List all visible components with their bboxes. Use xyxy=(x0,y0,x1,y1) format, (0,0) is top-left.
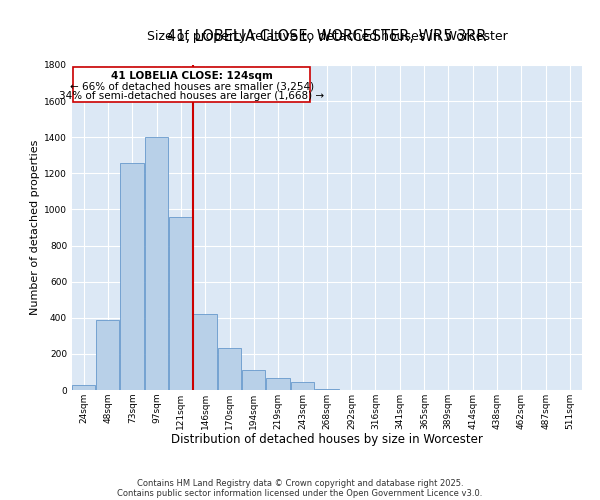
Bar xyxy=(121,162,145,390)
FancyBboxPatch shape xyxy=(73,67,310,102)
Text: 41, LOBELIA CLOSE, WORCESTER, WR5 3RR: 41, LOBELIA CLOSE, WORCESTER, WR5 3RR xyxy=(167,29,487,44)
Y-axis label: Number of detached properties: Number of detached properties xyxy=(30,140,40,315)
Bar xyxy=(193,314,217,390)
Text: 34% of semi-detached houses are larger (1,668) →: 34% of semi-detached houses are larger (… xyxy=(59,92,324,102)
Bar xyxy=(218,348,241,390)
Bar xyxy=(242,370,265,390)
Text: Contains HM Land Registry data © Crown copyright and database right 2025.: Contains HM Land Registry data © Crown c… xyxy=(137,478,463,488)
Bar xyxy=(145,137,169,390)
Bar xyxy=(97,320,119,390)
X-axis label: Distribution of detached houses by size in Worcester: Distribution of detached houses by size … xyxy=(171,434,483,446)
Bar xyxy=(169,216,192,390)
Title: Size of property relative to detached houses in Worcester: Size of property relative to detached ho… xyxy=(146,30,508,43)
Bar xyxy=(315,389,339,390)
Bar xyxy=(266,378,290,390)
Text: ← 66% of detached houses are smaller (3,254): ← 66% of detached houses are smaller (3,… xyxy=(70,82,314,92)
Text: 41 LOBELIA CLOSE: 124sqm: 41 LOBELIA CLOSE: 124sqm xyxy=(110,72,272,82)
Bar xyxy=(73,386,95,390)
Text: Contains public sector information licensed under the Open Government Licence v3: Contains public sector information licen… xyxy=(118,488,482,498)
Bar xyxy=(291,382,314,390)
